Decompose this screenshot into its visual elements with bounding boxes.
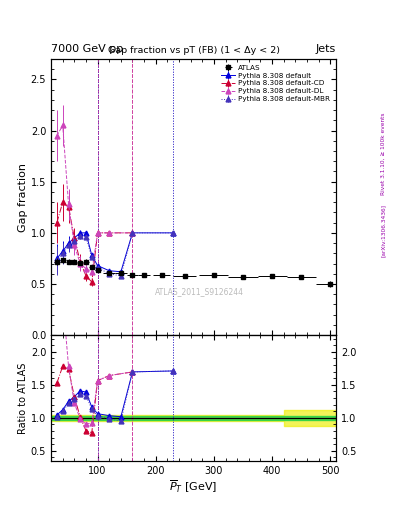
Text: [arXiv:1306.3436]: [arXiv:1306.3436] bbox=[381, 204, 386, 257]
Text: Jets: Jets bbox=[316, 44, 336, 54]
Y-axis label: Ratio to ATLAS: Ratio to ATLAS bbox=[18, 362, 28, 434]
Text: ATLAS_2011_S9126244: ATLAS_2011_S9126244 bbox=[155, 288, 244, 296]
X-axis label: $\overline{P}_T$ [GeV]: $\overline{P}_T$ [GeV] bbox=[169, 478, 218, 495]
Y-axis label: Gap fraction: Gap fraction bbox=[18, 162, 28, 231]
Text: Rivet 3.1.10, ≥ 100k events: Rivet 3.1.10, ≥ 100k events bbox=[381, 112, 386, 195]
Legend: ATLAS, Pythia 8.308 default, Pythia 8.308 default-CD, Pythia 8.308 default-DL, P: ATLAS, Pythia 8.308 default, Pythia 8.30… bbox=[219, 62, 332, 104]
Title: Gap fraction vs pT (FB) (1 < Δy < 2): Gap fraction vs pT (FB) (1 < Δy < 2) bbox=[108, 46, 279, 55]
Text: 7000 GeV pp: 7000 GeV pp bbox=[51, 44, 123, 54]
